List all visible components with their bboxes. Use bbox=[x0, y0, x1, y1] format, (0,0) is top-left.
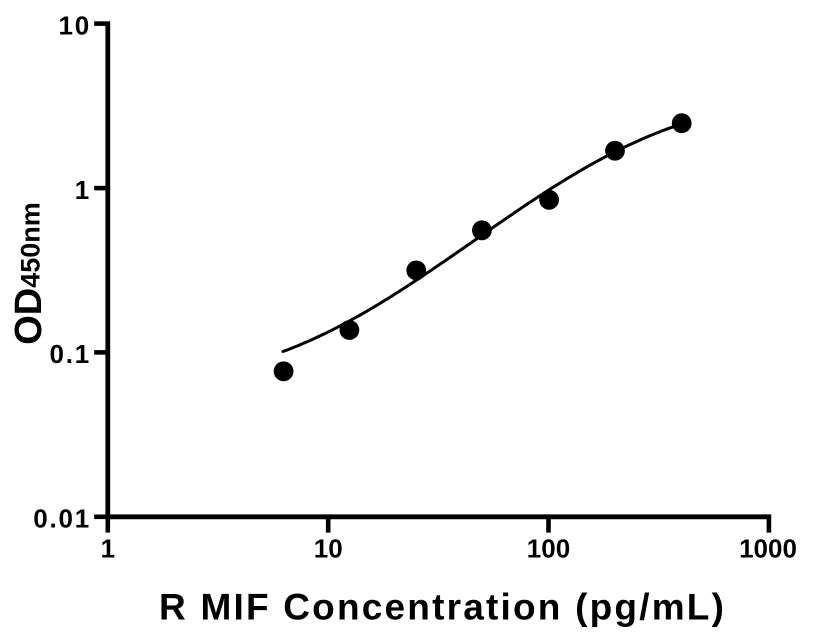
svg-text:100: 100 bbox=[527, 533, 570, 563]
svg-text:0.1: 0.1 bbox=[49, 339, 91, 369]
svg-text:1: 1 bbox=[75, 175, 91, 205]
svg-text:10: 10 bbox=[58, 10, 91, 40]
svg-text:1000: 1000 bbox=[739, 533, 797, 563]
svg-text:0.01: 0.01 bbox=[33, 504, 91, 534]
svg-text:1: 1 bbox=[101, 533, 115, 563]
svg-text:10: 10 bbox=[314, 533, 343, 563]
svg-text:OD450nm: OD450nm bbox=[8, 202, 50, 345]
svg-text:R MIF Concentration (pg/mL): R MIF Concentration (pg/mL) bbox=[159, 586, 726, 627]
